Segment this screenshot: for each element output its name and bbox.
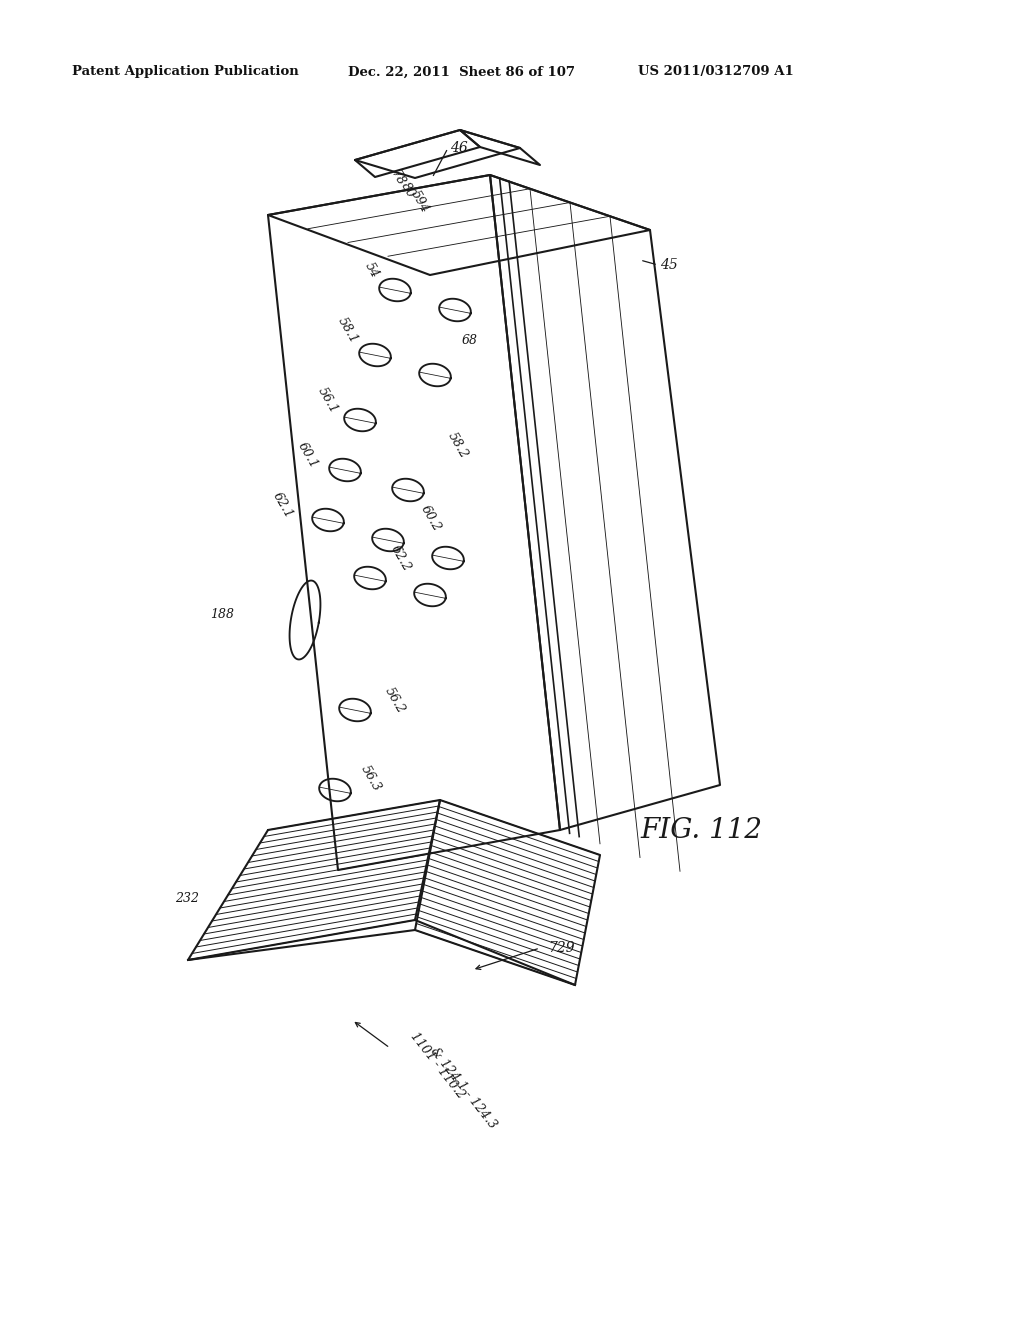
Text: 68: 68 [462, 334, 478, 346]
Text: 58.2: 58.2 [445, 429, 470, 461]
Text: 232: 232 [175, 891, 199, 904]
Text: 60.1: 60.1 [295, 440, 321, 470]
Text: FIG. 112: FIG. 112 [640, 817, 762, 843]
Text: & 124.1 - 124.3: & 124.1 - 124.3 [428, 1045, 500, 1131]
Text: 188: 188 [210, 609, 234, 622]
Text: US 2011/0312709 A1: US 2011/0312709 A1 [638, 66, 794, 78]
Text: 1101 - 110.2: 1101 - 110.2 [408, 1030, 468, 1101]
Text: 46: 46 [450, 141, 468, 154]
Text: Patent Application Publication: Patent Application Publication [72, 66, 299, 78]
Text: 56.3: 56.3 [358, 763, 383, 793]
Text: 62.2: 62.2 [388, 543, 414, 573]
Text: Dec. 22, 2011  Sheet 86 of 107: Dec. 22, 2011 Sheet 86 of 107 [348, 66, 575, 78]
Text: 62.1: 62.1 [270, 490, 295, 520]
Text: 54: 54 [362, 260, 381, 280]
Text: 729: 729 [548, 941, 574, 954]
Text: 56.2: 56.2 [382, 685, 408, 715]
Text: 594: 594 [408, 189, 431, 215]
Text: 80: 80 [398, 180, 417, 201]
Text: 56.1: 56.1 [315, 384, 340, 416]
Text: 78: 78 [388, 168, 408, 189]
Text: 60.2: 60.2 [418, 503, 443, 533]
Text: 58.1: 58.1 [335, 314, 360, 346]
Text: 45: 45 [660, 257, 678, 272]
